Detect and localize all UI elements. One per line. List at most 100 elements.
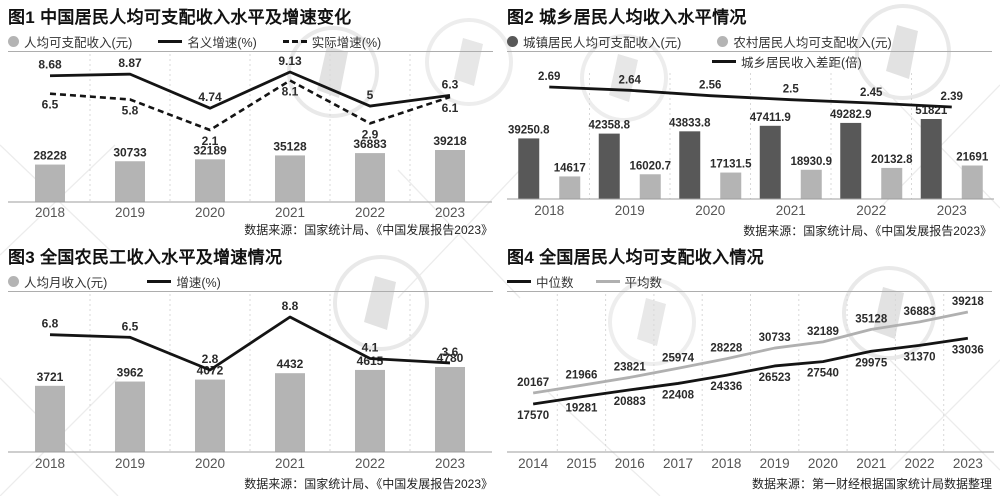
legend-line-swatch (158, 40, 183, 43)
data-source-note-fig3: 数据来源：国家统计局、《中国发展报告2023》 (244, 477, 493, 491)
legend-item: 人均可支配收入(元) (8, 32, 132, 51)
x-tick-label: 2021 (776, 203, 806, 218)
bar-value-label: 47411.9 (750, 112, 791, 124)
legend-line-swatch (147, 280, 172, 283)
legend-item: 城乡居民收入差距(倍) (712, 52, 862, 71)
legend-dot-swatch (717, 36, 729, 47)
bar (881, 167, 903, 199)
line-value-label: 33036 (952, 344, 984, 356)
bar-value-label: 51821 (915, 105, 948, 117)
line-value-label: 2.45 (860, 87, 883, 99)
line-value-label: 36883 (904, 306, 936, 318)
x-tick-label: 2023 (937, 203, 967, 218)
legend-label: 人均可支配收入(元) (24, 36, 133, 50)
line-value-label: 2.69 (538, 71, 560, 83)
bar (518, 138, 540, 199)
legend-item: 增速(%) (147, 272, 221, 291)
x-tick-label: 2018 (35, 456, 65, 471)
line-value-label: 8.68 (38, 58, 62, 72)
bar (679, 131, 701, 199)
x-tick-label: 2020 (195, 205, 225, 220)
line-value-label: 2.39 (941, 91, 963, 103)
x-tick-label: 2016 (615, 456, 645, 471)
chart-svg-fig4: 20167 21966 23821 25974 28228 30733 32189 35128… (507, 294, 994, 471)
line-value-label: 21966 (565, 369, 597, 381)
line-value-label: 35128 (855, 313, 888, 325)
chart-area-fig1: 28228 30733 32189 35128 36883 39218 8.68 8.87 4.… (8, 52, 493, 220)
legend-dot-swatch (8, 36, 19, 47)
legend-row: 城镇居民人均可支配收入(元) 农村居民人均可支配收入(元) (507, 32, 992, 52)
legend-dot-swatch (507, 36, 518, 47)
legend-row: 人均月收入(元) 增速(%) (8, 272, 493, 292)
bar (115, 161, 145, 202)
chart-legend-fig3: 人均月收入(元) 增速(%) (8, 272, 493, 292)
bar (435, 150, 465, 202)
bar-value-label: 16020.7 (629, 160, 671, 172)
x-tick-label: 2020 (195, 456, 225, 471)
line-value-label: 2.8 (202, 352, 219, 366)
legend-line-swatch (507, 280, 531, 283)
x-tick-label: 2014 (518, 456, 549, 471)
legend-row: 中位数 平均数 (507, 272, 992, 292)
chart-area-fig3: 3721 3962 4072 4432 4615 4780 6.8 6.5 2.8 8.8 4.1 3… (8, 292, 493, 474)
line-series-solid (49, 70, 451, 110)
x-tick-label: 2021 (275, 205, 305, 220)
chart-svg-fig2: 39250.8 42358.8 43833.8 47411.9 49282.9 51821… (507, 71, 994, 218)
bar-value-label: 4615 (357, 354, 384, 368)
line-value-label: 25974 (662, 352, 695, 364)
line-series-solid (532, 336, 969, 406)
data-source-note-fig4: 数据来源：第一财经根据国家统计局数据整理 (751, 477, 992, 491)
chart-title-fig2: 图2 城乡居民人均收入水平情况 (507, 8, 747, 27)
legend-label: 人均月收入(元) (24, 276, 108, 290)
chart-legend-fig1: 人均可支配收入(元) 名义增速(%) 实际增速(%) (8, 32, 493, 52)
x-tick-label: 2021 (856, 456, 886, 471)
line-value-label: 8.8 (282, 299, 299, 313)
chart-title-fig1: 图1 中国居民人均可支配收入水平及增速变化 (8, 8, 352, 27)
bar-value-label: 20132.8 (871, 154, 913, 166)
legend-item: 平均数 (595, 272, 662, 291)
line-value-label: 6.1 (442, 101, 459, 115)
legend-dot-swatch (8, 276, 19, 287)
bar (195, 159, 225, 202)
line-value-label: 4.1 (362, 341, 379, 355)
bar (35, 164, 65, 202)
data-source-note-fig2: 数据来源：国家统计局、《中国发展报告2023》 (743, 224, 992, 238)
line-value-label: 3.6 (442, 345, 459, 359)
bar-value-label: 43833.8 (669, 117, 711, 129)
bar (275, 373, 305, 452)
bar-value-label: 32189 (193, 143, 227, 157)
bar-value-label: 39218 (433, 134, 467, 148)
line-value-label: 5 (367, 88, 374, 102)
legend-label: 名义增速(%) (187, 36, 257, 50)
chart-area-fig4: 20167 21966 23821 25974 28228 30733 32189 35128… (507, 292, 994, 474)
line-value-label: 2.5 (783, 84, 800, 96)
x-tick-label: 2018 (534, 203, 564, 218)
legend-item: 实际增速(%) (282, 32, 381, 51)
line-value-label: 2.56 (699, 80, 721, 92)
line-series-dashed (49, 79, 451, 132)
line-value-label: 9.13 (278, 54, 302, 68)
x-tick-label: 2023 (435, 456, 465, 471)
bar-value-label: 17131.5 (710, 159, 752, 171)
panel-fig1: 图1 中国居民人均可支配收入水平及增速变化 人均可支配收入(元) 名义增速(%) 实… (8, 5, 493, 239)
bar-value-label: 39250.8 (508, 124, 550, 136)
x-tick-label: 2023 (953, 456, 983, 471)
chart-legend-fig4: 中位数 平均数 (507, 272, 992, 292)
bar-value-label: 14617 (554, 162, 586, 174)
bar-value-label: 49282.9 (830, 109, 872, 121)
x-tick-label: 2021 (275, 456, 305, 471)
bar (961, 165, 983, 199)
bar-value-label: 3962 (117, 366, 144, 380)
line-value-label: 30733 (759, 332, 791, 344)
line-value-label: 23821 (614, 361, 647, 373)
line-value-label: 4.74 (198, 90, 222, 104)
bar-value-label: 3721 (37, 370, 64, 384)
line-value-label: 39218 (952, 296, 985, 308)
legend-line-swatch (712, 60, 736, 63)
bar-value-label: 35128 (273, 139, 307, 153)
line-value-label: 26523 (759, 372, 791, 384)
bar (800, 169, 822, 199)
line-value-label: 29975 (855, 357, 888, 369)
